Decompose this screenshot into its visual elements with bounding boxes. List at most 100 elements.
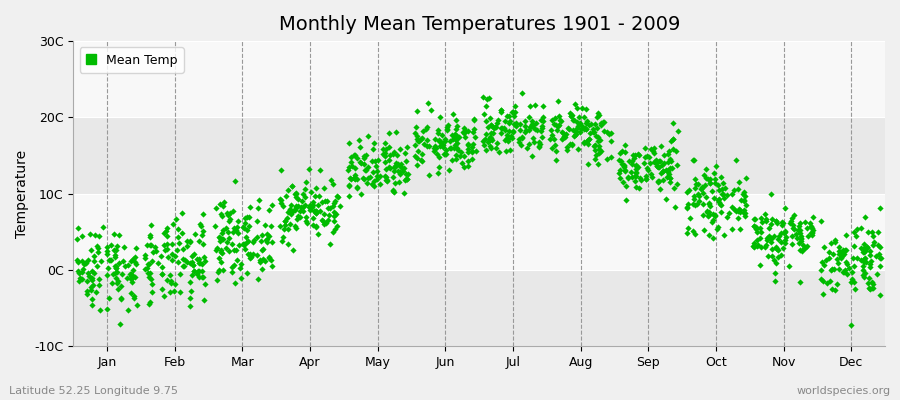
Point (378, 150, 392, 156)
Point (580, 138, 594, 144)
Point (241, 238, 256, 244)
Point (127, 295, 141, 301)
Point (382, 165, 397, 172)
Point (366, 168, 381, 175)
Point (726, 206, 741, 212)
Point (860, 245, 874, 251)
Point (323, 177, 338, 183)
Point (814, 218, 829, 224)
Point (824, 266, 839, 272)
Point (84, 287, 98, 294)
Point (570, 104, 584, 111)
Point (688, 202, 702, 208)
Point (408, 153, 422, 159)
Point (696, 190, 710, 196)
Point (195, 260, 210, 267)
Point (365, 146, 380, 152)
Point (180, 259, 194, 266)
Point (498, 118, 512, 125)
Point (793, 278, 807, 285)
Point (522, 113, 536, 120)
Point (738, 192, 752, 199)
Point (659, 196, 673, 203)
Point (733, 207, 747, 213)
Point (236, 241, 250, 248)
Point (394, 164, 409, 171)
Point (596, 118, 610, 125)
Point (285, 246, 300, 253)
Point (590, 134, 605, 140)
Point (79, 278, 94, 285)
Point (249, 218, 264, 224)
Point (110, 243, 124, 250)
Point (533, 141, 547, 147)
Point (108, 252, 122, 258)
Point (175, 230, 189, 236)
Point (83, 231, 97, 238)
Point (665, 165, 680, 171)
Point (484, 137, 499, 143)
Point (587, 129, 601, 135)
Point (702, 180, 716, 186)
Point (662, 171, 676, 178)
Point (195, 232, 210, 239)
Point (586, 129, 600, 135)
Point (311, 202, 326, 208)
Point (656, 168, 670, 174)
Point (160, 277, 175, 284)
Point (122, 307, 136, 313)
Point (196, 210, 211, 217)
Point (849, 233, 863, 239)
Point (631, 151, 645, 158)
Point (832, 248, 846, 255)
Point (186, 262, 201, 269)
Point (838, 266, 852, 273)
Point (391, 168, 405, 175)
Point (230, 224, 244, 230)
Point (494, 106, 508, 113)
Point (459, 128, 473, 134)
Point (89, 263, 104, 269)
Point (793, 247, 807, 254)
Point (124, 279, 139, 285)
Point (801, 232, 815, 239)
Point (378, 153, 392, 160)
Point (327, 212, 341, 219)
Point (140, 265, 154, 272)
Point (785, 215, 799, 222)
Point (190, 271, 204, 277)
Point (613, 150, 627, 157)
Point (518, 122, 532, 129)
Point (597, 128, 611, 135)
Point (281, 226, 295, 233)
Point (735, 191, 750, 197)
Point (859, 255, 873, 261)
Point (601, 131, 616, 137)
Point (447, 130, 462, 137)
Point (430, 150, 445, 157)
Point (544, 117, 559, 124)
Point (354, 191, 368, 197)
Point (457, 152, 472, 159)
Point (140, 270, 155, 276)
Point (506, 128, 520, 134)
Point (617, 142, 632, 148)
Point (187, 251, 202, 258)
Point (626, 158, 640, 164)
Point (154, 253, 168, 259)
Point (279, 193, 293, 200)
Point (460, 158, 474, 164)
Point (102, 257, 116, 264)
Point (366, 177, 381, 184)
Point (160, 225, 175, 232)
Point (380, 177, 394, 183)
Point (655, 162, 670, 169)
Point (863, 264, 878, 270)
Point (85, 302, 99, 308)
Point (769, 218, 783, 224)
Point (870, 242, 885, 248)
Point (816, 262, 831, 269)
Point (287, 207, 302, 214)
Point (393, 170, 408, 177)
Point (120, 274, 134, 281)
